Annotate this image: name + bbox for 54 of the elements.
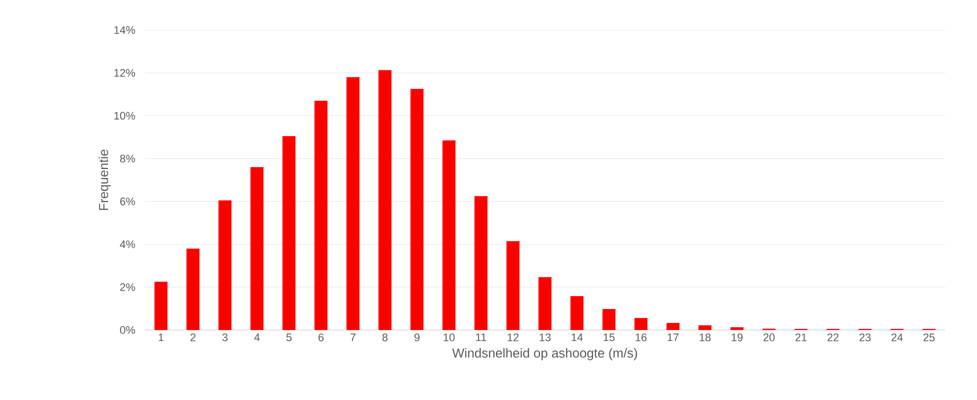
x-tick-label: 23 bbox=[859, 334, 871, 342]
x-tick-label: 10 bbox=[444, 334, 455, 342]
x-tick-label: 5 bbox=[286, 334, 292, 342]
y-tick-label: 6% bbox=[120, 198, 136, 206]
bar bbox=[410, 88, 424, 330]
x-tick-label: 19 bbox=[732, 334, 743, 342]
bar bbox=[538, 277, 552, 330]
x-tick-label: 20 bbox=[763, 334, 775, 342]
x-tick-label: 13 bbox=[540, 334, 551, 342]
bar bbox=[570, 296, 584, 330]
bar bbox=[634, 318, 648, 330]
bar bbox=[218, 200, 232, 330]
bar bbox=[154, 282, 168, 330]
x-tick-label: 3 bbox=[222, 334, 228, 342]
bar bbox=[346, 77, 360, 330]
bar bbox=[250, 167, 264, 330]
x-tick-label: 11 bbox=[476, 334, 486, 342]
y-tick-label: 2% bbox=[120, 283, 136, 291]
y-tick-label: 0% bbox=[120, 326, 136, 334]
bar bbox=[698, 325, 712, 330]
y-tick-label: 12% bbox=[114, 69, 136, 77]
x-tick-label: 18 bbox=[700, 334, 711, 342]
bar bbox=[506, 241, 520, 330]
x-axis-title: Windsnelheid op ashoogte (m/s) bbox=[452, 348, 638, 360]
x-tick-label: 24 bbox=[891, 334, 903, 342]
x-tick-label: 25 bbox=[923, 334, 935, 342]
y-axis-title: Frequentie bbox=[98, 150, 111, 210]
x-tick-label: 7 bbox=[350, 334, 356, 342]
x-tick-label: 21 bbox=[795, 334, 807, 342]
bar bbox=[314, 100, 328, 330]
bar bbox=[186, 248, 200, 330]
x-tick-label: 14 bbox=[572, 334, 583, 342]
y-tick-label: 8% bbox=[120, 154, 136, 162]
x-tick-label: 17 bbox=[668, 334, 679, 342]
bar bbox=[378, 70, 392, 330]
x-tick-label: 4 bbox=[254, 334, 260, 342]
x-tick-label: 8 bbox=[382, 334, 388, 342]
y-tick-label: 14% bbox=[114, 26, 136, 34]
x-tick-label: 16 bbox=[636, 334, 647, 342]
x-tick-label: 15 bbox=[604, 334, 615, 342]
bar bbox=[730, 327, 744, 330]
x-tick-label: 9 bbox=[414, 334, 420, 342]
bar bbox=[442, 140, 456, 330]
x-tick-label: 6 bbox=[318, 334, 324, 342]
bar bbox=[602, 309, 616, 330]
bar bbox=[666, 322, 680, 330]
y-tick-label: 4% bbox=[120, 240, 136, 248]
x-tick-label: 2 bbox=[190, 334, 196, 342]
x-tick-label: 12 bbox=[508, 334, 519, 342]
bar bbox=[282, 136, 296, 330]
y-tick-label: 10% bbox=[114, 112, 136, 120]
x-tick-label: 22 bbox=[827, 334, 839, 342]
bar bbox=[474, 196, 488, 330]
x-tick-label: 1 bbox=[158, 334, 164, 342]
